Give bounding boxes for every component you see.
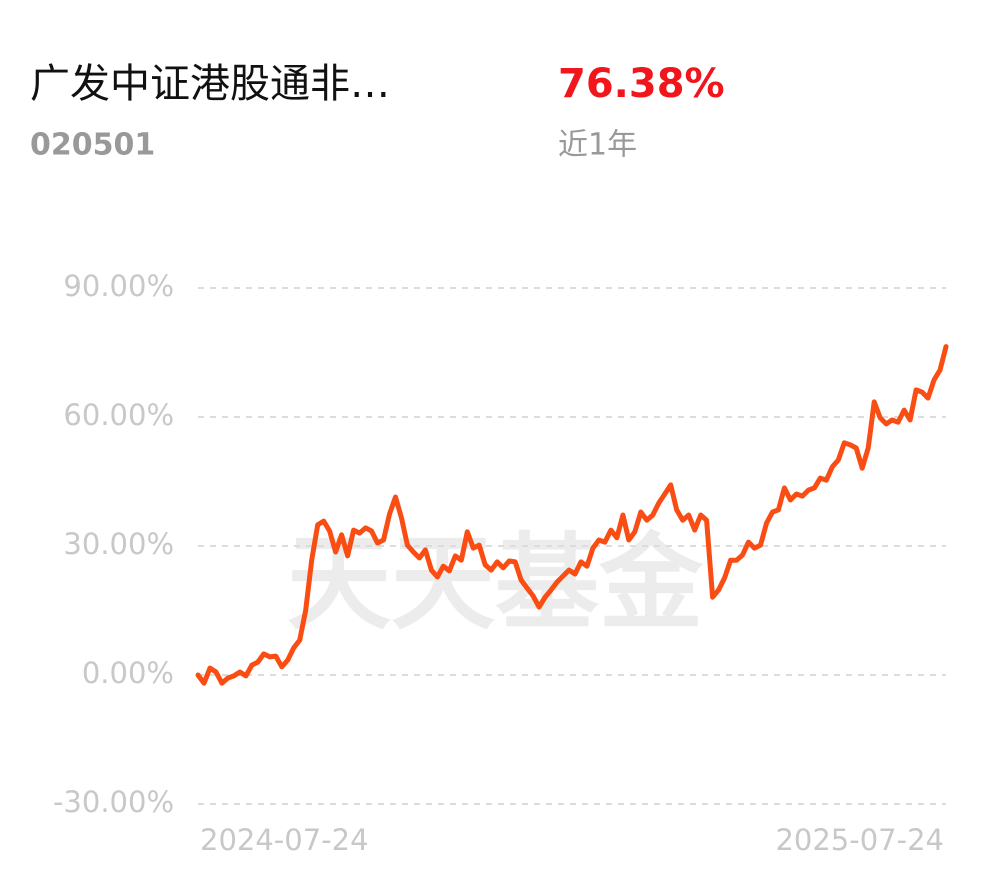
- y-tick-label: 30.00%: [63, 527, 174, 561]
- x-tick-label: 2024-07-24: [200, 823, 369, 857]
- watermark: 天天基金: [287, 521, 704, 644]
- y-tick-label: 90.00%: [63, 269, 174, 303]
- x-tick-label: 2025-07-24: [775, 823, 944, 857]
- period: 近1年: [558, 128, 637, 163]
- fund-name: 广发中证港股通非…: [30, 61, 390, 107]
- y-tick-label: 60.00%: [63, 398, 174, 432]
- fund-code: 020501: [30, 128, 155, 163]
- y-tick-label: -30.00%: [53, 785, 174, 819]
- line-series: [195, 344, 949, 686]
- y-tick-label: 0.00%: [82, 656, 174, 690]
- return-value: 76.38%: [558, 61, 725, 107]
